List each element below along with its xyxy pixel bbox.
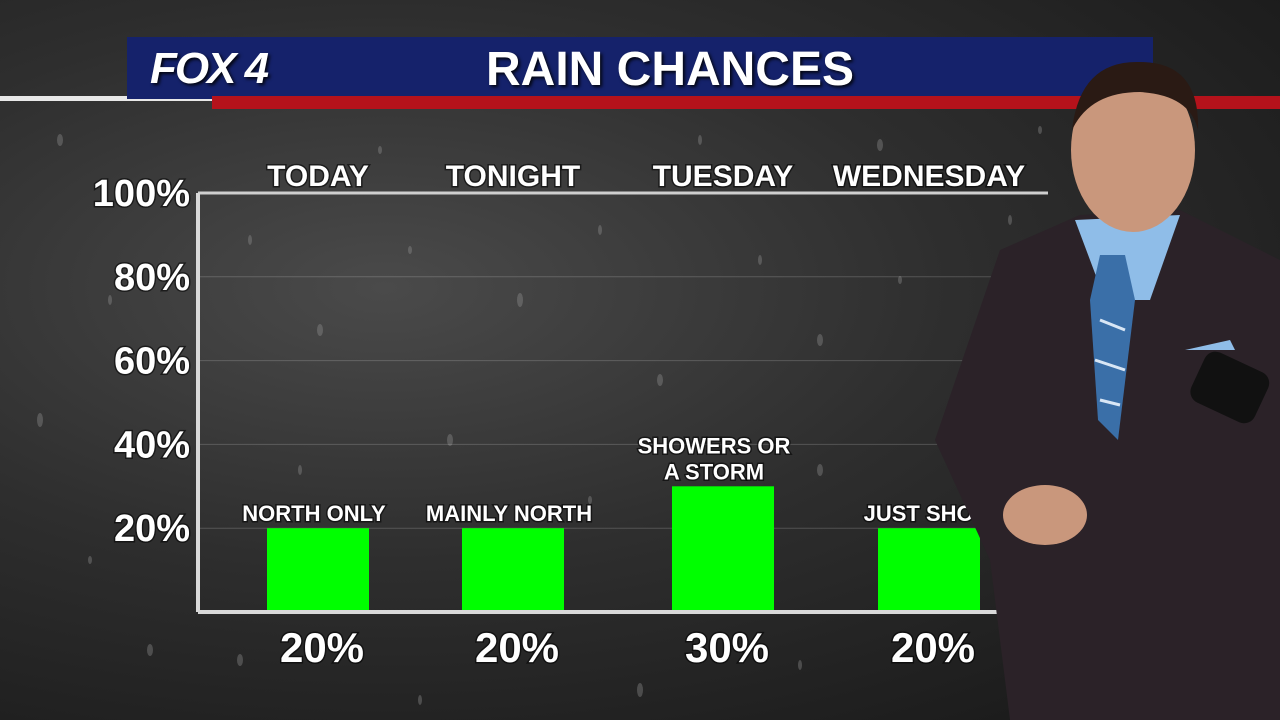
header-accent-line (0, 96, 212, 101)
category-label: TUESDAY (653, 160, 794, 193)
bar-annotation: MAINLY NORTH (426, 501, 592, 526)
value-label: 20% (280, 624, 364, 671)
value-label: 20% (475, 624, 559, 671)
bar (878, 528, 980, 610)
chart-title: RAIN CHANCES (485, 43, 854, 96)
bar (462, 528, 564, 610)
y-tick-label: 60% (114, 341, 190, 383)
y-tick-label: 20% (114, 508, 190, 550)
value-label: 20% (891, 624, 975, 671)
header-bar (127, 37, 1153, 99)
station-logo: FOX 4 (150, 44, 269, 93)
y-tick-label: 40% (114, 424, 190, 466)
category-label: TONIGHT (446, 160, 580, 193)
bar-annotation: NORTH ONLY (242, 501, 386, 526)
bar (267, 528, 369, 610)
header-red-stripe (212, 96, 1280, 109)
category-label: TODAY (267, 160, 369, 193)
y-tick-label: 100% (93, 173, 190, 215)
bar-annotation: SHOWERS OR A STORM (638, 433, 791, 484)
category-label: WEDNESDAY (833, 160, 1025, 193)
value-label: 30% (685, 624, 769, 671)
bar (672, 486, 774, 610)
y-tick-label: 80% (114, 257, 190, 299)
